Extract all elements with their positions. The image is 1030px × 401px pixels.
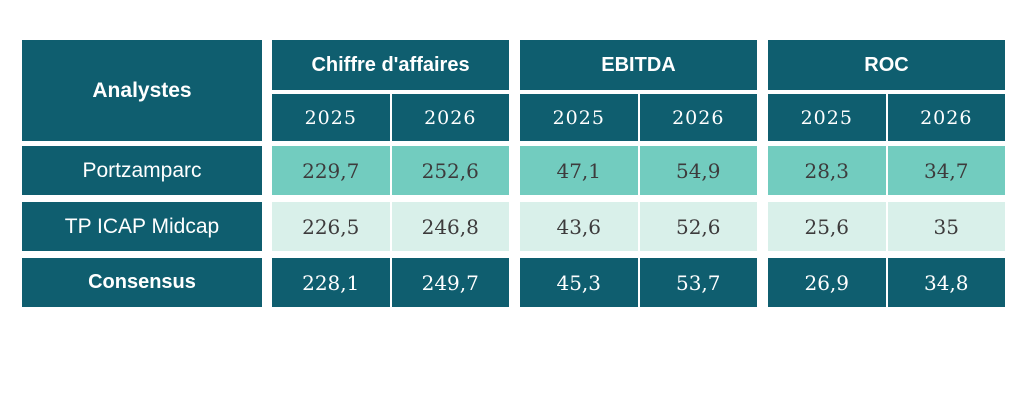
value-cell: 53,7 bbox=[639, 258, 757, 307]
value-cell: 25,6 bbox=[768, 202, 886, 251]
table-row: TP ICAP Midcap 226,5 246,8 43,6 52,6 25,… bbox=[22, 202, 1005, 251]
value-cell: 47,1 bbox=[520, 146, 638, 195]
value-cell: 246,8 bbox=[391, 202, 509, 251]
row-group-cells: 25,6 35 bbox=[768, 202, 1005, 251]
value-cell: 26,9 bbox=[768, 258, 886, 307]
group-header-ebitda: EBITDA bbox=[520, 40, 757, 90]
year-subheader-row: 2025 2026 bbox=[520, 94, 757, 141]
row-group-cells: 43,6 52,6 bbox=[520, 202, 757, 251]
group-header-chiffre-daffaires: Chiffre d'affaires bbox=[272, 40, 509, 90]
group-header-roc: ROC bbox=[768, 40, 1005, 90]
row-group-cells: 229,7 252,6 bbox=[272, 146, 509, 195]
column-group-ebitda: EBITDA 2025 2026 bbox=[520, 40, 757, 141]
value-cell: 43,6 bbox=[520, 202, 638, 251]
table-row-consensus: Consensus 228,1 249,7 45,3 53,7 26,9 34,… bbox=[22, 258, 1005, 307]
value-cell: 229,7 bbox=[272, 146, 390, 195]
analyst-estimates-table: Analystes Chiffre d'affaires 2025 2026 E… bbox=[22, 40, 1005, 307]
column-group-chiffre-daffaires: Chiffre d'affaires 2025 2026 bbox=[272, 40, 509, 141]
value-cell: 252,6 bbox=[391, 146, 509, 195]
year-subheader-row: 2025 2026 bbox=[768, 94, 1005, 141]
value-cell: 228,1 bbox=[272, 258, 390, 307]
value-cell: 34,8 bbox=[887, 258, 1005, 307]
value-cell: 35 bbox=[887, 202, 1005, 251]
row-group-cells: 228,1 249,7 bbox=[272, 258, 509, 307]
year-header-2026: 2026 bbox=[639, 94, 757, 141]
value-cell: 226,5 bbox=[272, 202, 390, 251]
value-cell: 45,3 bbox=[520, 258, 638, 307]
value-cell: 34,7 bbox=[887, 146, 1005, 195]
year-header-2025: 2025 bbox=[768, 94, 886, 141]
row-group-cells: 47,1 54,9 bbox=[520, 146, 757, 195]
value-cell: 249,7 bbox=[391, 258, 509, 307]
row-group-cells: 28,3 34,7 bbox=[768, 146, 1005, 195]
table-header-row: Analystes Chiffre d'affaires 2025 2026 E… bbox=[22, 40, 1005, 141]
row-label-consensus: Consensus bbox=[22, 258, 262, 307]
value-cell: 28,3 bbox=[768, 146, 886, 195]
row-group-cells: 26,9 34,8 bbox=[768, 258, 1005, 307]
value-cell: 54,9 bbox=[639, 146, 757, 195]
value-cell: 52,6 bbox=[639, 202, 757, 251]
row-label-portzamparc: Portzamparc bbox=[22, 146, 262, 195]
year-subheader-row: 2025 2026 bbox=[272, 94, 509, 141]
row-group-cells: 226,5 246,8 bbox=[272, 202, 509, 251]
row-label-tp-icap-midcap: TP ICAP Midcap bbox=[22, 202, 262, 251]
corner-header-analystes: Analystes bbox=[22, 40, 262, 141]
year-header-2025: 2025 bbox=[520, 94, 638, 141]
year-header-2025: 2025 bbox=[272, 94, 390, 141]
year-header-2026: 2026 bbox=[887, 94, 1005, 141]
table-row: Portzamparc 229,7 252,6 47,1 54,9 28,3 3… bbox=[22, 146, 1005, 195]
row-group-cells: 45,3 53,7 bbox=[520, 258, 757, 307]
year-header-2026: 2026 bbox=[391, 94, 509, 141]
column-group-roc: ROC 2025 2026 bbox=[768, 40, 1005, 141]
